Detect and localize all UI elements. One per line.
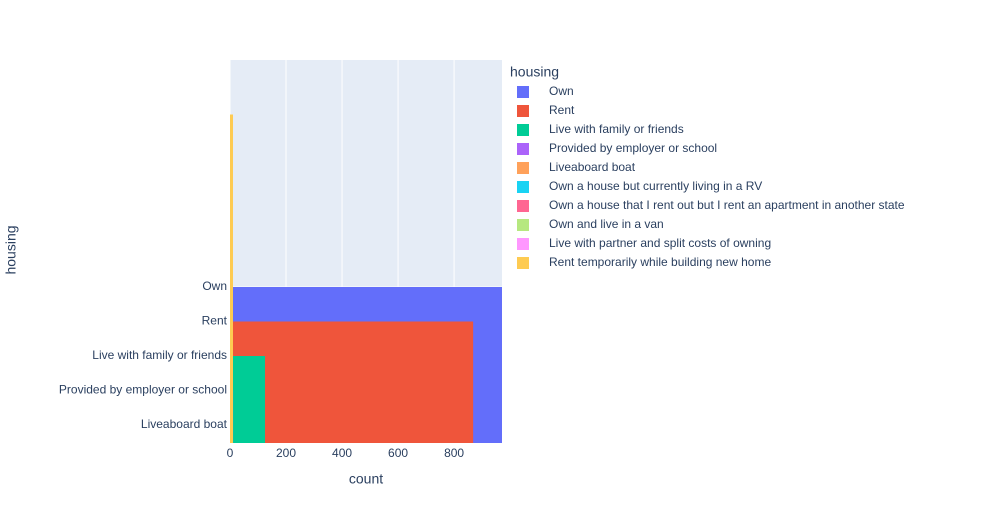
legend-swatch bbox=[517, 162, 529, 174]
legend-swatch bbox=[517, 105, 529, 117]
x-tick-label: 0 bbox=[227, 446, 234, 460]
legend-label: Rent temporarily while building new home bbox=[549, 255, 771, 269]
y-tick-label: Live with family or friends bbox=[92, 348, 227, 362]
legend-swatch bbox=[517, 143, 529, 155]
x-tick-label: 600 bbox=[388, 446, 408, 460]
y-tick-label: Rent bbox=[202, 314, 228, 328]
x-tick-label: 200 bbox=[276, 446, 296, 460]
y-tick-label: Own bbox=[202, 279, 227, 293]
x-tick-label: 400 bbox=[332, 446, 352, 460]
legend-label: Live with family or friends bbox=[549, 122, 684, 136]
legend-label: Live with partner and split costs of own… bbox=[549, 236, 771, 250]
legend-swatch bbox=[517, 86, 529, 98]
legend-label: Own a house but currently living in a RV bbox=[549, 179, 762, 193]
legend-label: Own a house that I rent out but I rent a… bbox=[549, 198, 905, 212]
legend-swatch bbox=[517, 219, 529, 231]
legend-title: housing bbox=[510, 64, 559, 80]
bar bbox=[230, 321, 474, 443]
legend-label: Rent bbox=[549, 103, 575, 117]
bar bbox=[230, 114, 233, 443]
legend-label: Liveaboard boat bbox=[549, 160, 636, 174]
legend-swatch bbox=[517, 181, 529, 193]
legend-label: Own bbox=[549, 84, 574, 98]
bar bbox=[230, 356, 266, 443]
x-axis-title: count bbox=[349, 471, 383, 487]
legend-swatch bbox=[517, 200, 529, 212]
y-tick-label: Provided by employer or school bbox=[59, 383, 227, 397]
x-tick-label: 800 bbox=[444, 446, 464, 460]
y-tick-label: Liveaboard boat bbox=[141, 417, 228, 431]
legend-label: Own and live in a van bbox=[549, 217, 664, 231]
legend-swatch bbox=[517, 257, 529, 269]
y-axis-title: housing bbox=[3, 225, 19, 274]
legend-swatch bbox=[517, 238, 529, 250]
legend-label: Provided by employer or school bbox=[549, 141, 717, 155]
legend-swatch bbox=[517, 124, 529, 136]
